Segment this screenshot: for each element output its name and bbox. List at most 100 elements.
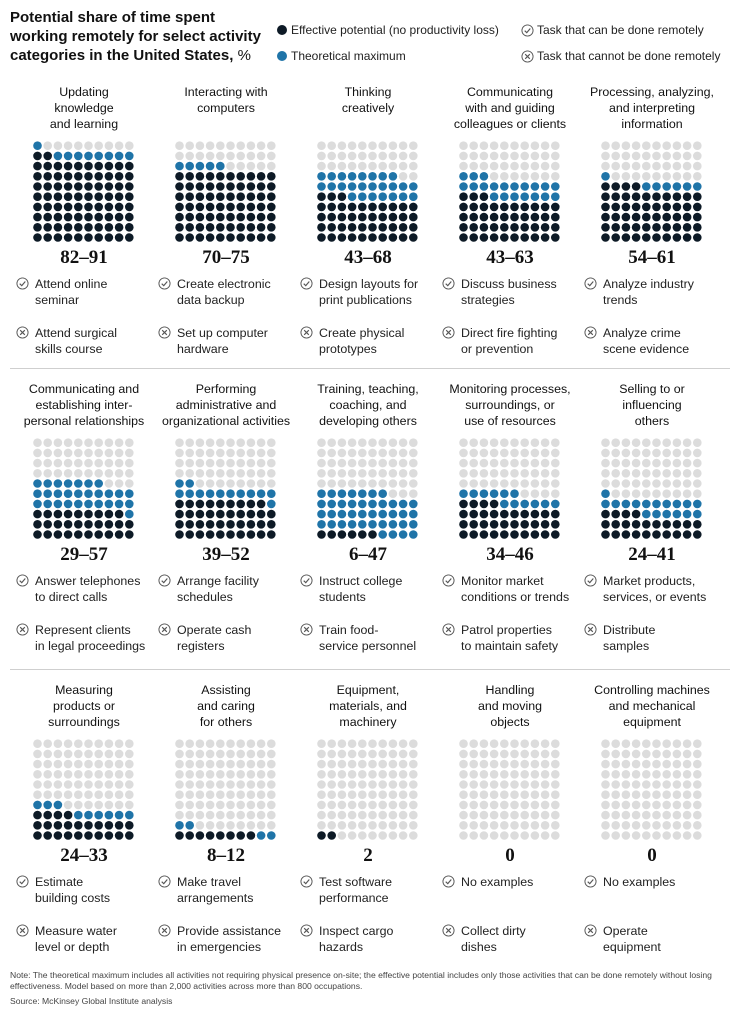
remote-example-text: Analyze industry trends [603, 277, 694, 307]
theoretical-dot [358, 509, 367, 519]
theoretical-dot [327, 520, 336, 529]
theoretical-dot [125, 151, 134, 161]
empty-dot [530, 469, 540, 478]
empty-dot [489, 161, 499, 171]
empty-dot [94, 770, 103, 779]
effective-dot [216, 192, 225, 201]
empty-dot [175, 141, 184, 150]
empty-dot [682, 831, 692, 840]
effective-dot [246, 212, 256, 222]
empty-dot [327, 759, 336, 769]
empty-dot [358, 780, 367, 789]
effective-dot [347, 223, 357, 232]
empty-dot [317, 800, 326, 810]
empty-dot [388, 458, 398, 468]
empty-dot [104, 800, 114, 810]
empty-dot [185, 800, 194, 810]
effective-dot [256, 182, 266, 191]
theoretical-dot [551, 192, 560, 201]
effective-dot [104, 182, 114, 191]
empty-dot [63, 739, 73, 748]
empty-dot [409, 780, 418, 789]
theoretical-dot [33, 800, 42, 810]
effective-dot [500, 520, 509, 529]
empty-dot [256, 821, 266, 830]
effective-dot [74, 212, 83, 222]
theoretical-dot [63, 479, 73, 488]
remote-example-text: Make travel arrangements [177, 875, 254, 905]
empty-dot [662, 810, 671, 820]
effective-dot [693, 192, 702, 201]
effective-dot [368, 530, 377, 539]
empty-dot [246, 458, 256, 468]
empty-dot [43, 448, 52, 458]
effective-dot [74, 520, 83, 529]
effective-dot [662, 233, 671, 242]
effective-dot [84, 192, 93, 201]
empty-dot [337, 800, 347, 810]
empty-dot [33, 759, 42, 769]
effective-dot [327, 233, 336, 242]
effective-dot [530, 212, 540, 222]
empty-dot [358, 810, 367, 820]
effective-dot [205, 172, 215, 181]
theoretical-dot [551, 182, 560, 191]
empty-dot [398, 469, 408, 478]
theoretical-dot [409, 192, 418, 201]
effective-dot [246, 509, 256, 519]
empty-dot [53, 749, 63, 759]
effective-dot [205, 831, 215, 840]
theoretical-dot [195, 489, 205, 498]
empty-dot [368, 469, 377, 478]
onsite-example: Direct fire fighting or prevention [440, 325, 580, 357]
empty-dot [682, 489, 692, 498]
empty-dot [520, 770, 529, 779]
theoretical-dot [175, 489, 184, 498]
empty-dot [500, 151, 509, 161]
empty-dot [368, 780, 377, 789]
effective-dot [621, 509, 631, 519]
empty-dot [642, 438, 651, 447]
theoretical-dot [469, 172, 478, 181]
empty-dot [267, 469, 276, 478]
empty-dot [672, 800, 682, 810]
empty-dot [520, 749, 529, 759]
empty-dot [551, 141, 560, 150]
empty-dot [530, 161, 540, 171]
check-circle-icon [442, 574, 455, 587]
empty-dot [327, 821, 336, 830]
empty-dot [388, 831, 398, 840]
empty-dot [489, 770, 499, 779]
theoretical-dot [185, 479, 194, 488]
waffle-matrix [33, 141, 134, 242]
empty-dot [267, 151, 276, 161]
effective-dot [33, 182, 42, 191]
empty-dot [74, 780, 83, 789]
empty-dot [267, 161, 276, 171]
empty-dot [459, 739, 468, 748]
empty-dot [337, 448, 347, 458]
effective-dot [33, 509, 42, 519]
theoretical-dot [104, 499, 114, 509]
empty-dot [551, 448, 560, 458]
effective-dot [469, 212, 478, 222]
onsite-example: Distribute samples [582, 622, 722, 654]
effective-dot [520, 223, 529, 232]
empty-dot [693, 161, 702, 171]
effective-dot [489, 499, 499, 509]
empty-dot [236, 780, 245, 789]
empty-dot [368, 831, 377, 840]
effective-dot [205, 530, 215, 539]
empty-dot [530, 448, 540, 458]
effective-dot [682, 530, 692, 539]
empty-dot [195, 479, 205, 488]
empty-dot [642, 448, 651, 458]
theoretical-dot [104, 151, 114, 161]
empty-dot [347, 770, 357, 779]
empty-dot [551, 458, 560, 468]
empty-dot [459, 800, 468, 810]
empty-dot [672, 810, 682, 820]
empty-dot [195, 800, 205, 810]
empty-dot [601, 479, 610, 488]
effective-dot [388, 233, 398, 242]
